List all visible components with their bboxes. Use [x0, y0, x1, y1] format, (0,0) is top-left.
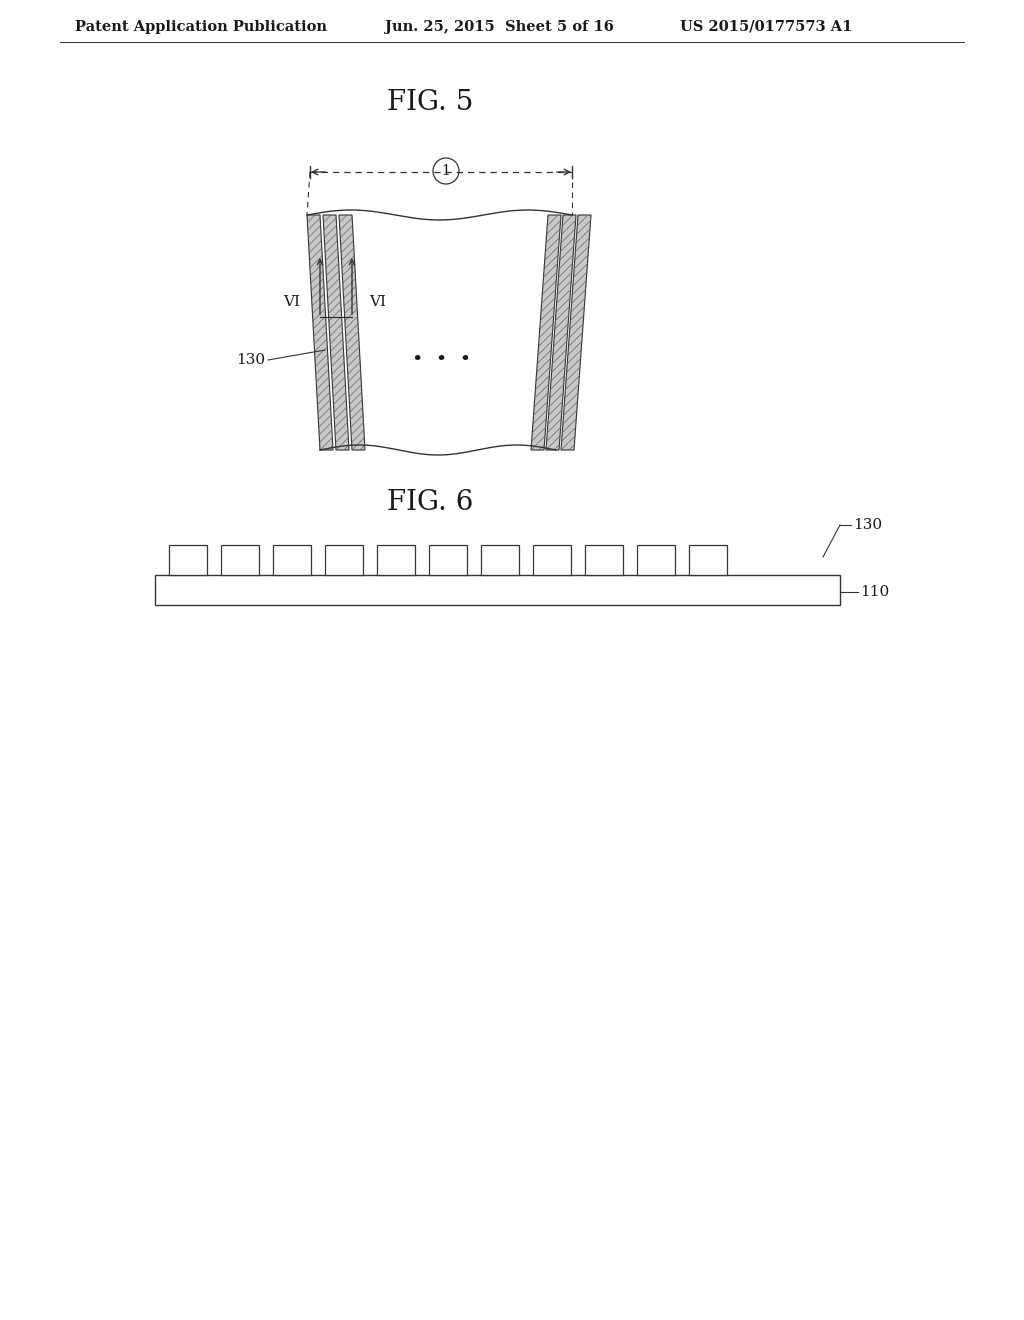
Text: 130: 130: [236, 352, 265, 367]
Text: 1: 1: [441, 164, 451, 178]
Polygon shape: [561, 215, 591, 450]
Text: Jun. 25, 2015  Sheet 5 of 16: Jun. 25, 2015 Sheet 5 of 16: [385, 20, 613, 34]
Text: 130: 130: [853, 517, 882, 532]
Polygon shape: [637, 545, 675, 576]
Polygon shape: [325, 545, 362, 576]
Text: VI: VI: [370, 294, 386, 309]
Polygon shape: [531, 215, 561, 450]
Polygon shape: [481, 545, 519, 576]
Text: 110: 110: [860, 585, 889, 599]
Text: FIG. 6: FIG. 6: [387, 488, 473, 516]
Polygon shape: [585, 545, 623, 576]
Polygon shape: [307, 215, 572, 450]
Text: VI: VI: [284, 294, 300, 309]
Text: US 2015/0177573 A1: US 2015/0177573 A1: [680, 20, 852, 34]
Text: Patent Application Publication: Patent Application Publication: [75, 20, 327, 34]
Polygon shape: [339, 215, 365, 450]
Polygon shape: [155, 576, 840, 605]
Polygon shape: [429, 545, 467, 576]
Polygon shape: [689, 545, 727, 576]
Text: FIG. 5: FIG. 5: [387, 88, 473, 116]
Text: •  •  •: • • •: [413, 351, 472, 370]
Polygon shape: [323, 215, 349, 450]
Polygon shape: [273, 545, 311, 576]
Polygon shape: [169, 545, 207, 576]
Polygon shape: [534, 545, 571, 576]
Polygon shape: [546, 215, 575, 450]
Polygon shape: [377, 545, 415, 576]
Polygon shape: [307, 215, 333, 450]
Polygon shape: [221, 545, 259, 576]
